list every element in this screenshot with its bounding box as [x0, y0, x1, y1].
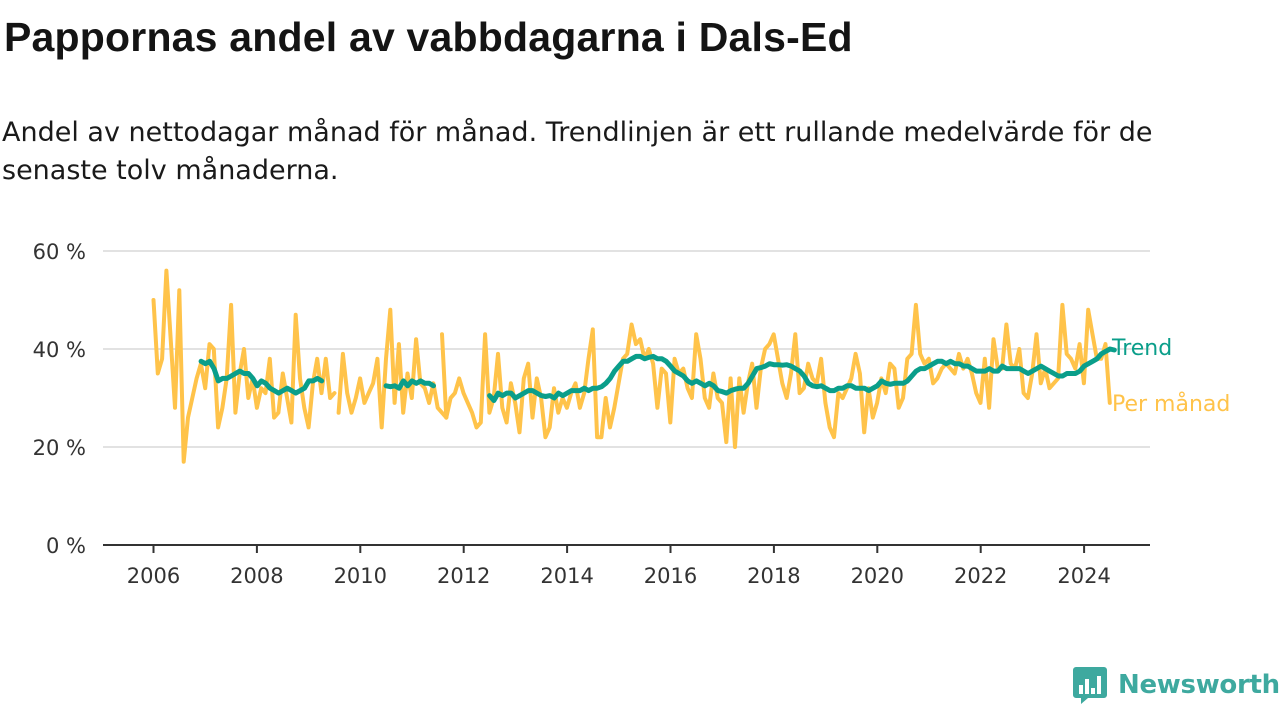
y-tick-label: 20 % [33, 436, 86, 460]
x-tick-label: 2010 [334, 564, 387, 588]
monthly-line-segment [440, 302, 1112, 449]
x-tick-label: 2024 [1057, 564, 1110, 588]
y-tick-label: 40 % [33, 338, 86, 362]
monthly-line-segment [151, 268, 337, 464]
trend-line-segment [198, 358, 325, 396]
y-tick-label: 60 % [33, 240, 86, 264]
x-tick-label: 2018 [747, 564, 800, 588]
newsworthy-logo: Newsworthy [1072, 664, 1280, 706]
x-tick-label: 2006 [127, 564, 180, 588]
series-label-monthly: Per månad [1112, 391, 1230, 417]
x-tick-label: 2022 [954, 564, 1007, 588]
x-axis: 2006 2008 2010 2012 2014 2016 2018 2020 2022 2024 [103, 544, 1150, 588]
brand-name: Newsworthy [1118, 670, 1280, 700]
y-axis-tick-labels: 0 % 20 % 40 % 60 % [33, 240, 86, 558]
monthly-line-segment [336, 307, 449, 430]
series-trend [198, 346, 1117, 403]
series-end-labels: Per månad Trend [1111, 336, 1230, 417]
x-tick-label: 2020 [851, 564, 904, 588]
y-tick-label: 0 % [46, 534, 86, 558]
x-tick-label: 2008 [230, 564, 283, 588]
trend-line-segment [383, 378, 436, 391]
bar-chart-speech-bubble-icon [1073, 667, 1107, 704]
x-tick-label: 2014 [540, 564, 593, 588]
series-label-trend: Trend [1111, 336, 1172, 361]
x-tick-label: 2016 [644, 564, 697, 588]
chart-subtitle: Andel av nettodagar månad för månad. Tre… [2, 117, 1153, 186]
chart-title: Pappornas andel av vabbdagarna i Dals-Ed [4, 14, 853, 60]
trend-line-segment [487, 346, 1117, 403]
x-tick-label: 2012 [437, 564, 490, 588]
